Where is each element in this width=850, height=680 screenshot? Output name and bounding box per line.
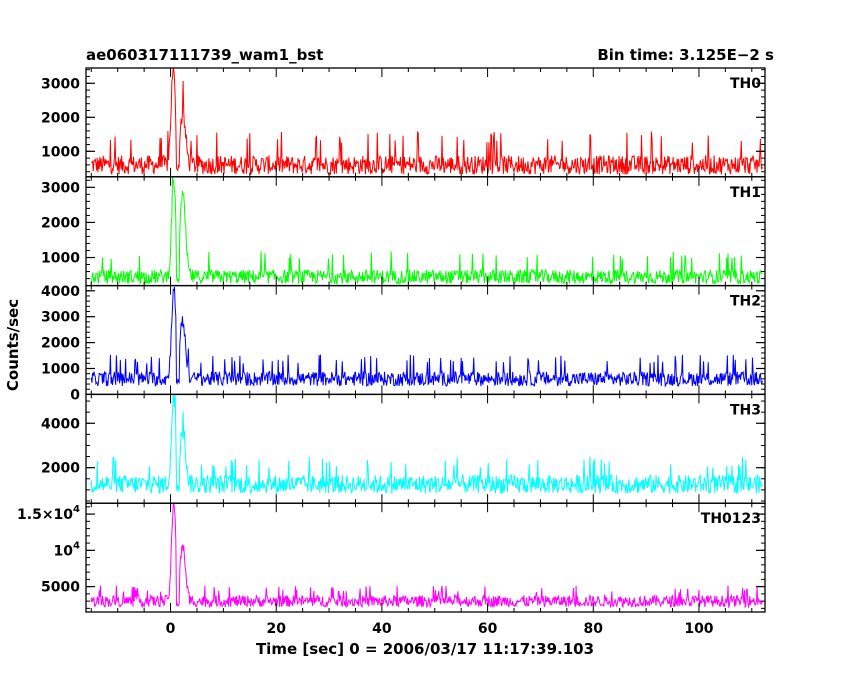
lightcurve-th3: [90, 394, 763, 495]
x-tick-label: 60: [478, 621, 498, 637]
panel-th1: 1000 2000 3000 TH1: [41, 176, 766, 287]
x-tick-label: 100: [684, 621, 713, 637]
x-axis-label: Time [sec] 0 = 2006/03/17 11:17:39.103: [256, 640, 594, 658]
y-tick-label: 3000: [41, 76, 80, 92]
y-tick-label: 1000: [41, 361, 80, 377]
panel-th3: 2000 4000 TH3: [41, 393, 766, 504]
panel-th0123: 5000 104 1.5×104 TH0123: [17, 502, 766, 613]
x-tick-label: 0: [166, 621, 176, 637]
channel-label: TH0123: [701, 511, 761, 527]
channel-label: TH2: [730, 294, 761, 310]
y-tick-label: 3000: [41, 310, 80, 326]
y-tick-label: 5000: [41, 580, 80, 596]
lightcurve-th0123: [90, 502, 763, 609]
y-tick-label: 0: [70, 387, 80, 403]
y-axis-label: Counts/sec: [4, 299, 22, 391]
y-tick-label: 104: [54, 540, 80, 559]
lightcurve-th2: [90, 286, 763, 388]
channel-label: TH3: [730, 402, 761, 418]
x-tick-label: 80: [584, 621, 604, 637]
panel-frame: [85, 67, 766, 178]
bin-time-label: Bin time: 3.125E−2 s: [597, 46, 774, 64]
y-tick-label: 2000: [41, 461, 80, 477]
y-tick-label: 1000: [41, 144, 80, 160]
y-tick-label: 1000: [41, 251, 80, 267]
lightcurve-th0: [91, 67, 763, 176]
channel-label: TH0: [730, 76, 761, 92]
x-tick-label: 40: [372, 621, 392, 637]
panel-frame: [85, 176, 766, 287]
y-tick-label: 2000: [41, 336, 80, 352]
x-tick-label: 20: [266, 621, 286, 637]
y-tick-label: 1.5×104: [17, 504, 80, 523]
channel-label: TH1: [730, 185, 761, 201]
y-tick-label: 2000: [41, 110, 80, 126]
y-tick-label: 4000: [41, 416, 80, 432]
panel-frame: [85, 502, 766, 613]
panel-th2: 0 1000 2000 3000 4000 TH2: [41, 284, 766, 403]
y-tick-label: 2000: [41, 215, 80, 231]
y-tick-label: 4000: [41, 284, 80, 300]
chart-title: ae060317111739_wam1_bst: [86, 46, 323, 64]
lightcurve-th1: [90, 176, 763, 286]
y-tick-label: 3000: [41, 180, 80, 196]
panel-th0: 1000 2000 3000 TH0: [41, 67, 766, 178]
